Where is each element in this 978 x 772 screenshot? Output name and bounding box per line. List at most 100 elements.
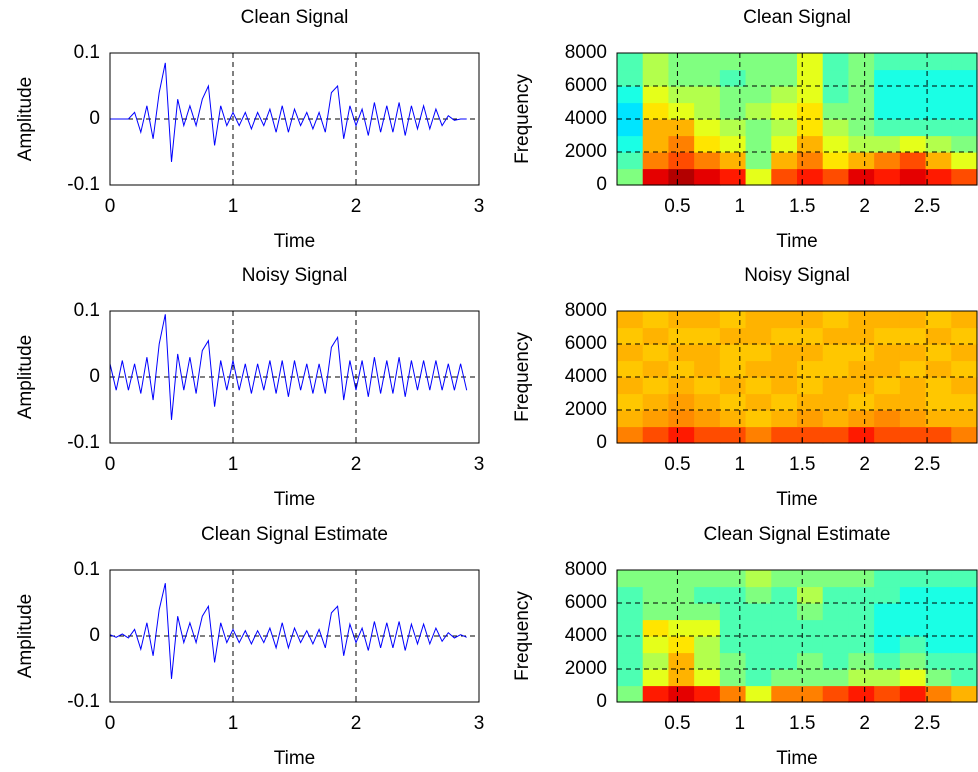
heatmap-cell xyxy=(848,570,875,588)
heatmap-cell xyxy=(745,360,772,378)
heatmap-cell xyxy=(899,86,927,104)
x-tick-label: 1 xyxy=(735,454,746,475)
heatmap-cell xyxy=(822,135,850,153)
heatmap-cell xyxy=(874,135,901,153)
y-tick-label: 4000 xyxy=(565,625,607,646)
heatmap-cell xyxy=(617,344,644,362)
heatmap-cell xyxy=(771,652,798,670)
heatmap-cell xyxy=(899,135,927,153)
heatmap-cell xyxy=(771,669,798,687)
heatmap-cell xyxy=(848,586,875,604)
x-tick-label: 2 xyxy=(859,713,870,734)
heatmap-cell xyxy=(617,377,644,395)
heatmap-cell xyxy=(745,86,772,104)
heatmap-cell xyxy=(925,152,952,170)
heatmap-cell xyxy=(925,426,952,444)
heatmap-cell xyxy=(694,652,721,670)
heatmap-cell xyxy=(797,685,824,703)
heatmap-cell xyxy=(925,344,952,362)
x-tick-label: 1.5 xyxy=(789,196,815,217)
heatmap-cell xyxy=(668,152,695,170)
x-tick-label: 0 xyxy=(105,196,116,217)
y-tick-label: 0 xyxy=(89,625,100,646)
heatmap-cell xyxy=(745,135,772,153)
x-tick-label: 1 xyxy=(228,454,239,475)
heatmap-cell xyxy=(668,119,695,137)
subplot: 0.5 1 1.5 2 2.5 0 2000 4000 6000 8000 Clean Signal… xyxy=(512,7,978,252)
heatmap-cell xyxy=(617,69,644,87)
y-axis-label: Frequency xyxy=(512,74,533,164)
heatmap-cell xyxy=(951,636,978,654)
heatmap-cell xyxy=(822,327,850,345)
x-tick-label: 1 xyxy=(228,713,239,734)
heatmap-cell xyxy=(848,86,875,104)
heatmap-cell xyxy=(874,311,901,329)
subplot-title: Clean Signal xyxy=(743,7,851,28)
heatmap-cell xyxy=(822,426,850,444)
heatmap-cell xyxy=(874,168,901,186)
heatmap-cell xyxy=(951,393,978,411)
y-tick-label: 4000 xyxy=(565,366,607,387)
heatmap-cell xyxy=(668,669,695,687)
heatmap-cell xyxy=(642,135,670,153)
heatmap-cell xyxy=(822,393,850,411)
heatmap-cell xyxy=(642,69,670,87)
heatmap-cell xyxy=(797,102,824,120)
heatmap-cell xyxy=(874,152,901,170)
heatmap-cell xyxy=(874,636,901,654)
heatmap-cell xyxy=(874,327,901,345)
heatmap-cell xyxy=(668,360,695,378)
heatmap-cell xyxy=(642,393,670,411)
heatmap-cell xyxy=(668,377,695,395)
heatmap-cell xyxy=(951,69,978,87)
heatmap-cell xyxy=(719,152,747,170)
heatmap-cell xyxy=(874,53,901,71)
heatmap-cell xyxy=(668,168,695,186)
heatmap-cell xyxy=(925,410,952,428)
heatmap-cell xyxy=(668,570,695,588)
heatmap-cell xyxy=(951,360,978,378)
y-axis-label: Amplitude xyxy=(15,77,36,162)
heatmap-cell xyxy=(951,119,978,137)
heatmap-cell xyxy=(797,311,824,329)
heatmap-cell xyxy=(771,53,798,71)
heatmap-cell xyxy=(617,393,644,411)
heatmap-cell xyxy=(642,636,670,654)
heatmap-cell xyxy=(719,652,747,670)
heatmap-cell xyxy=(822,168,850,186)
heatmap-cell xyxy=(694,344,721,362)
heatmap-cell xyxy=(771,619,798,637)
heatmap-cell xyxy=(797,636,824,654)
y-tick-label: -0.1 xyxy=(67,174,100,195)
heatmap-cell xyxy=(694,119,721,137)
heatmap-cell xyxy=(771,86,798,104)
heatmap-cell xyxy=(899,619,927,637)
heatmap-cell xyxy=(745,311,772,329)
heatmap-cell xyxy=(848,53,875,71)
heatmap-cell xyxy=(899,53,927,71)
heatmap-cell xyxy=(822,619,850,637)
x-tick-label: 3 xyxy=(474,454,485,475)
heatmap-cell xyxy=(642,152,670,170)
x-tick-label: 0 xyxy=(105,454,116,475)
heatmap-cell xyxy=(822,685,850,703)
heatmap-cell xyxy=(719,603,747,621)
heatmap-cell xyxy=(694,426,721,444)
x-tick-label: 2 xyxy=(351,713,362,734)
heatmap-cell xyxy=(771,168,798,186)
heatmap-cell xyxy=(694,168,721,186)
x-tick-label: 0.5 xyxy=(664,454,690,475)
heatmap-cell xyxy=(925,311,952,329)
heatmap-cell xyxy=(745,102,772,120)
y-tick-label: 0 xyxy=(89,366,100,387)
heatmap-cell xyxy=(617,636,644,654)
heatmap-cell xyxy=(822,410,850,428)
heatmap-cell xyxy=(797,53,824,71)
x-axis-label: Time xyxy=(776,748,818,769)
heatmap-cell xyxy=(642,119,670,137)
heatmap-cell xyxy=(771,685,798,703)
heatmap-cell xyxy=(874,119,901,137)
heatmap-cell xyxy=(617,652,644,670)
y-tick-label: 0.1 xyxy=(74,42,100,63)
